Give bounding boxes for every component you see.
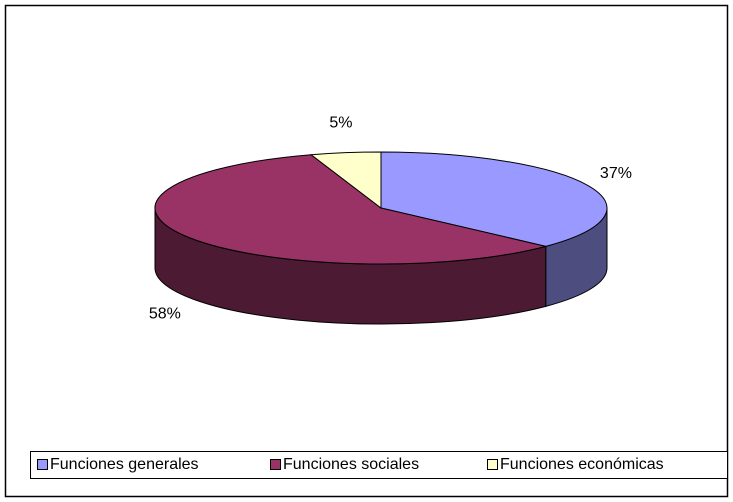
legend-box — [30, 451, 728, 479]
legend-swatch — [37, 459, 48, 470]
legend-swatch — [270, 459, 281, 470]
legend-label: Funciones generales — [50, 456, 199, 473]
data-label: 5% — [329, 114, 352, 131]
pie-slice — [380, 151, 608, 247]
data-label: 58% — [149, 305, 181, 322]
pie-slice — [154, 154, 546, 265]
pie-slice — [309, 151, 382, 210]
legend-swatch — [487, 459, 498, 470]
legend-label: Funciones económicas — [500, 456, 664, 473]
legend-label: Funciones sociales — [283, 456, 419, 473]
data-label: 37% — [600, 165, 632, 182]
